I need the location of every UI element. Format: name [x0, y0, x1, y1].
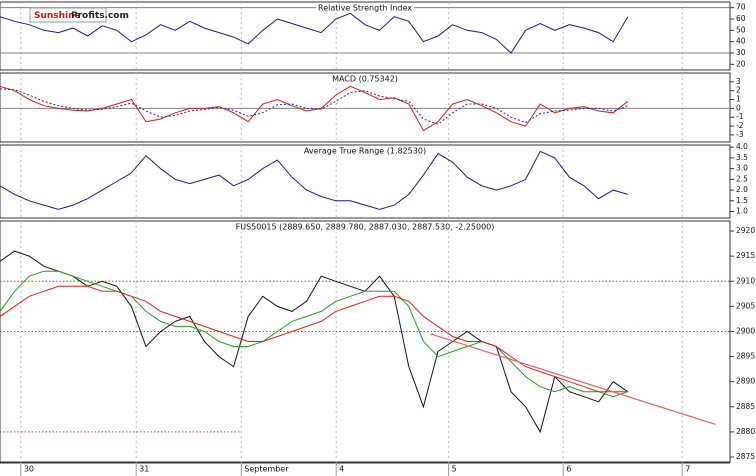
y-tick-label: 30: [736, 48, 746, 57]
y-tick-label: 0: [736, 103, 741, 112]
y-tick-label: 1.0: [736, 207, 748, 216]
series-line: [0, 270, 628, 398]
panel-title: MACD (0.75342): [332, 75, 398, 84]
y-tick-label: -3: [736, 130, 744, 139]
x-tick-label: September: [244, 465, 289, 474]
y-tick-label: 2875: [736, 452, 755, 461]
trend-line: [430, 333, 716, 425]
panel: 1.0 1.5 2.0 2.53.0 3.5 4.0 Average True Range …: [0, 142, 748, 219]
y-tick-label: 2.5: [736, 174, 748, 183]
panel-frame: [0, 72, 731, 143]
x-tick-label: 6: [566, 465, 571, 474]
y-tick-label: 4.0: [736, 142, 748, 151]
y-tick-label: 2900: [736, 326, 755, 335]
y-tick-label: 60: [736, 14, 746, 23]
logo: Sunshine Profits.com: [29, 7, 129, 23]
y-tick-label: 2880: [736, 427, 755, 436]
y-tick-label: 3.0: [736, 164, 748, 173]
y-tick-label: 2920: [736, 226, 755, 235]
x-tick-label: 7: [685, 465, 690, 474]
logo-box: [29, 7, 107, 23]
series-line: [0, 250, 629, 434]
title-bg: [233, 222, 497, 232]
y-tick-label: 70: [736, 3, 746, 12]
logo-suffix: Profits.com: [71, 11, 129, 21]
y-tick-label: 2885: [736, 402, 755, 411]
y-tick-label: 2890: [736, 377, 755, 386]
logo-brand: Sunshine: [34, 11, 81, 21]
x-tick-label: 31: [139, 465, 149, 474]
y-tick-label: 3: [736, 77, 741, 86]
y-tick-label: 2895: [736, 352, 755, 361]
panel-title: Average True Range (1.82530): [304, 147, 426, 156]
y-tick-label: 2910: [736, 276, 755, 285]
y-tick-label: -2: [736, 121, 744, 130]
x-tick-label: 4: [339, 465, 344, 474]
title-bg: [330, 74, 400, 84]
series-line: [0, 285, 628, 393]
panel: 2875 2880 2885 2890 2895 2900 2905 2910 2915 2920…: [0, 220, 755, 463]
y-tick-label: 50: [736, 25, 746, 34]
title-bg: [301, 146, 429, 156]
series-line: [0, 12, 629, 54]
y-tick-label: 3.5: [736, 153, 748, 162]
y-tick-label: 20: [736, 59, 746, 68]
y-tick-label: -1: [736, 112, 744, 121]
series-line: [0, 88, 628, 125]
panel-frame: [0, 144, 731, 219]
y-tick-label: 40: [736, 37, 746, 46]
panel-title: FUS50015 (2889.650, 2889.780, 2887.030, …: [236, 223, 495, 232]
panel-frame: [0, 220, 731, 463]
y-tick-label: 2: [736, 86, 741, 95]
y-tick-label: 1: [736, 95, 741, 104]
panel-title: Relative Strength Index: [318, 4, 412, 13]
y-tick-label: 2915: [736, 251, 755, 260]
title-bg: [316, 3, 414, 13]
series-line: [0, 150, 628, 210]
panel-frame: [0, 1, 731, 71]
y-tick-label: 2.0: [736, 185, 748, 194]
y-tick-label: 2905: [736, 301, 755, 310]
series-line: [0, 85, 629, 132]
panel: 20 30 40 50 60 70 Relative Strength Index: [0, 1, 746, 71]
y-tick-label: 1.5: [736, 196, 748, 205]
x-tick-label: 30: [24, 465, 34, 474]
x-tick-label: 5: [452, 465, 457, 474]
